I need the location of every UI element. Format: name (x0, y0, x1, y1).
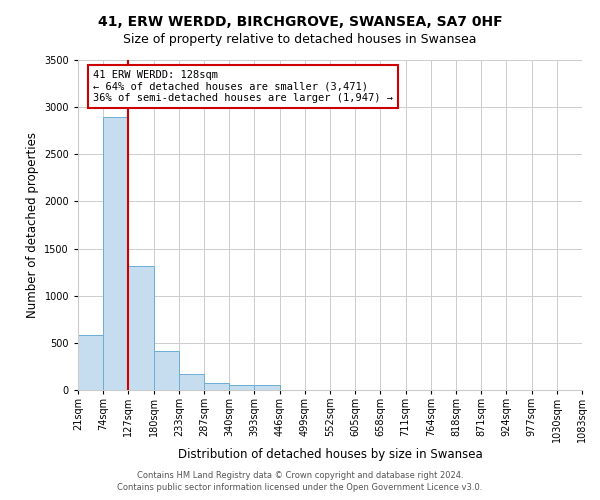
X-axis label: Distribution of detached houses by size in Swansea: Distribution of detached houses by size … (178, 448, 482, 461)
Bar (103, 116, 128, 390)
Y-axis label: Number of detached properties: Number of detached properties (26, 132, 38, 318)
Text: Contains HM Land Registry data © Crown copyright and database right 2024.
Contai: Contains HM Land Registry data © Crown c… (118, 471, 482, 492)
Bar (254, 386, 280, 390)
Bar (128, 266, 154, 390)
Bar (179, 374, 204, 390)
Bar (229, 385, 254, 390)
Text: 41, ERW WERDD, BIRCHGROVE, SWANSEA, SA7 0HF: 41, ERW WERDD, BIRCHGROVE, SWANSEA, SA7 … (98, 15, 502, 29)
Bar (154, 351, 179, 390)
Text: 41 ERW WERDD: 128sqm
← 64% of detached houses are smaller (3,471)
36% of semi-de: 41 ERW WERDD: 128sqm ← 64% of detached h… (93, 70, 393, 103)
Bar (78, 336, 103, 390)
Bar (204, 383, 229, 390)
Text: Size of property relative to detached houses in Swansea: Size of property relative to detached ho… (123, 32, 477, 46)
